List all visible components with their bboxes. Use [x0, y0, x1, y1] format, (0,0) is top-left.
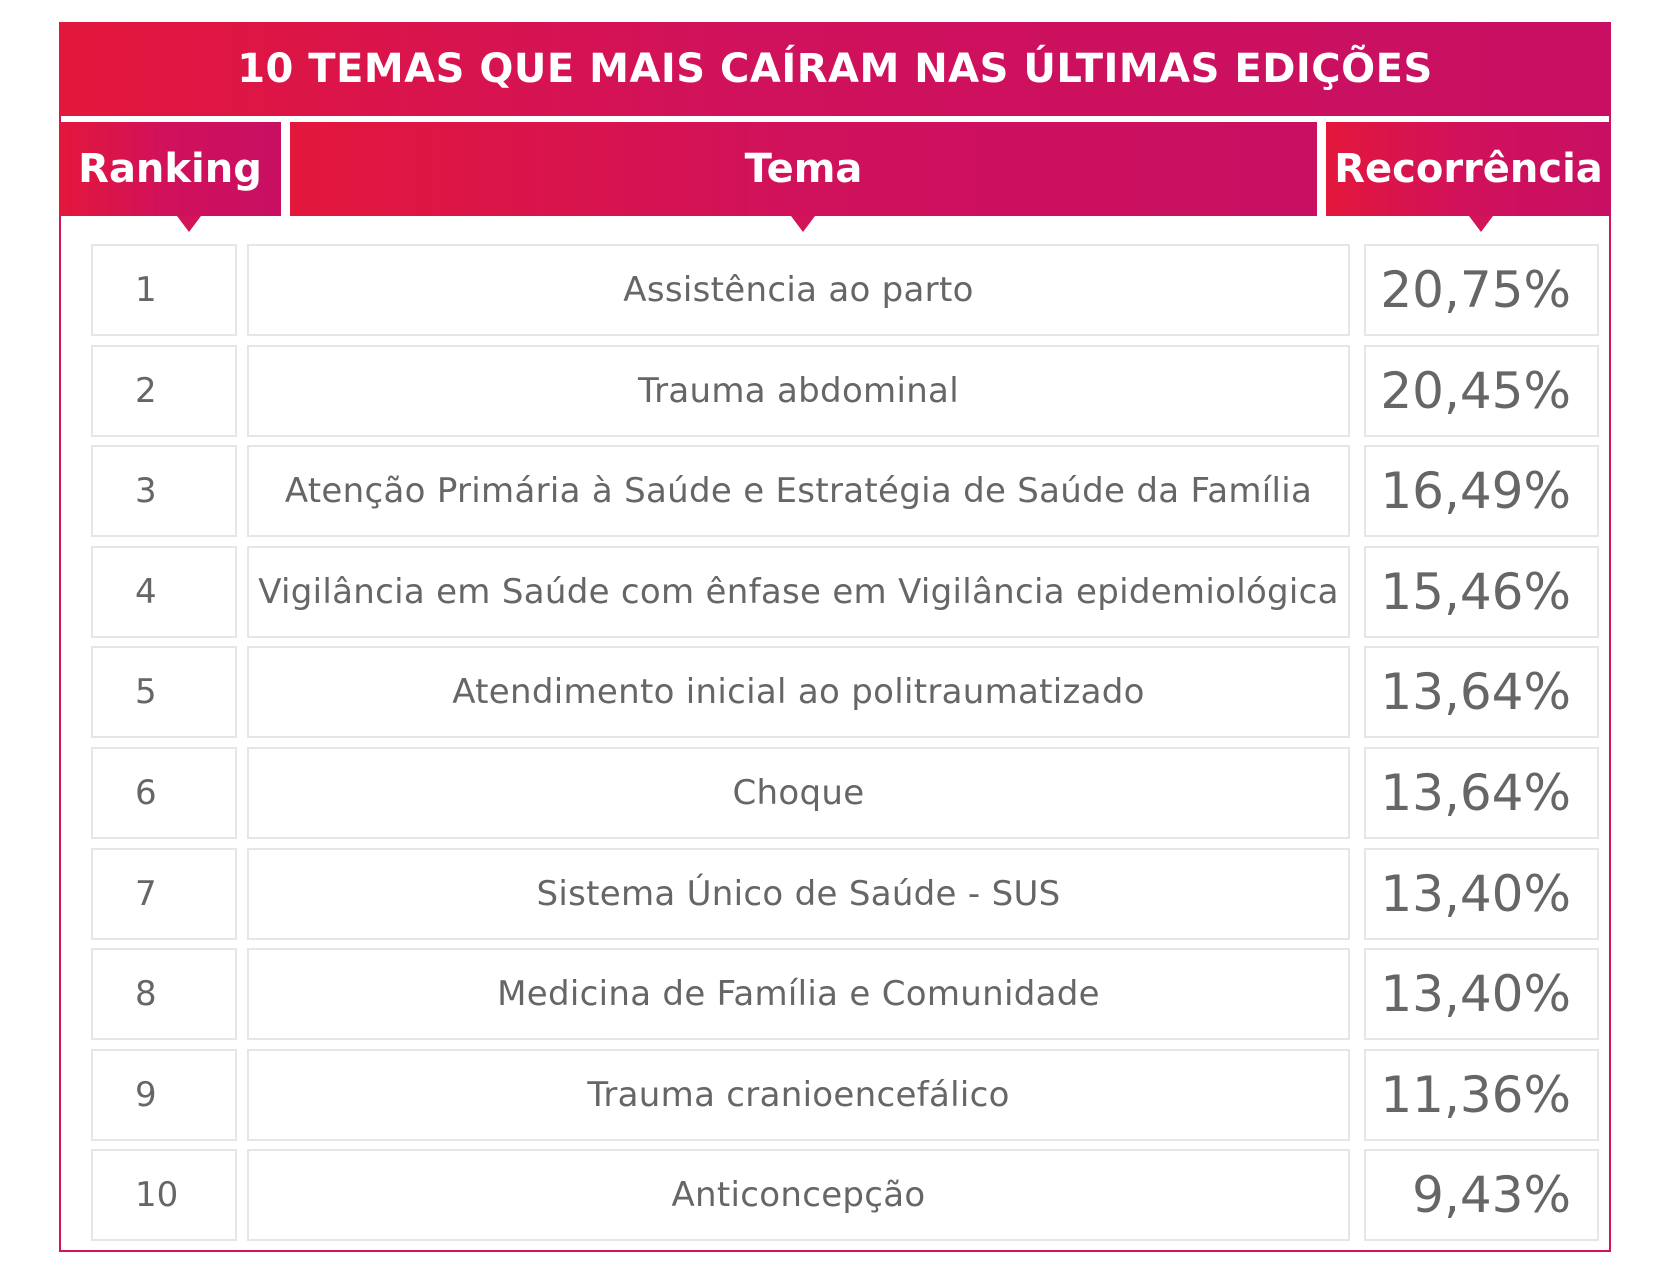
header-tema-arrow-icon: [791, 216, 815, 232]
table-frame: [59, 22, 1611, 1252]
tema-cell: Choque: [247, 747, 1350, 839]
rank-cell: 4: [91, 546, 237, 638]
recorrencia-cell: 13,64%: [1364, 747, 1599, 839]
tema-cell: Anticoncepção: [247, 1149, 1350, 1241]
table-title: 10 TEMAS QUE MAIS CAÍRAM NAS ÚLTIMAS EDI…: [59, 22, 1611, 116]
rank-cell: 1: [91, 244, 237, 336]
tema-cell: Medicina de Família e Comunidade: [247, 948, 1350, 1040]
recorrencia-cell: 20,75%: [1364, 244, 1599, 336]
recorrencia-cell: 15,46%: [1364, 546, 1599, 638]
header-tema-label: Tema: [744, 146, 863, 192]
header-recorrencia: Recorrência: [1326, 122, 1611, 232]
header-ranking-arrow-icon: [177, 216, 201, 232]
rank-cell: 5: [91, 646, 237, 738]
rank-cell: 7: [91, 848, 237, 940]
recorrencia-cell: 13,40%: [1364, 948, 1599, 1040]
tema-cell: Trauma abdominal: [247, 345, 1350, 437]
rank-cell: 6: [91, 747, 237, 839]
header-recorrencia-arrow-icon: [1469, 216, 1493, 232]
recorrencia-cell: 20,45%: [1364, 345, 1599, 437]
header-tema: Tema: [290, 122, 1317, 232]
header-ranking: Ranking: [59, 122, 281, 232]
recorrencia-cell: 16,49%: [1364, 445, 1599, 537]
rank-cell: 9: [91, 1049, 237, 1141]
header-ranking-label: Ranking: [78, 146, 262, 192]
rank-cell: 8: [91, 948, 237, 1040]
rank-cell: 2: [91, 345, 237, 437]
tema-cell: Assistência ao parto: [247, 244, 1350, 336]
tema-cell: Vigilância em Saúde com ênfase em Vigilâ…: [247, 546, 1350, 638]
recorrencia-cell: 11,36%: [1364, 1049, 1599, 1141]
recorrencia-cell: 13,40%: [1364, 848, 1599, 940]
recorrencia-cell: 9,43%: [1364, 1149, 1599, 1241]
tema-cell: Trauma cranioencefálico: [247, 1049, 1350, 1141]
recorrencia-cell: 13,64%: [1364, 646, 1599, 738]
rank-cell: 3: [91, 445, 237, 537]
tema-cell: Atendimento inicial ao politraumatizado: [247, 646, 1350, 738]
rank-cell: 10: [91, 1149, 237, 1241]
header-recorrencia-label: Recorrência: [1334, 146, 1603, 192]
tema-cell: Atenção Primária à Saúde e Estratégia de…: [247, 445, 1350, 537]
tema-cell: Sistema Único de Saúde - SUS: [247, 848, 1350, 940]
